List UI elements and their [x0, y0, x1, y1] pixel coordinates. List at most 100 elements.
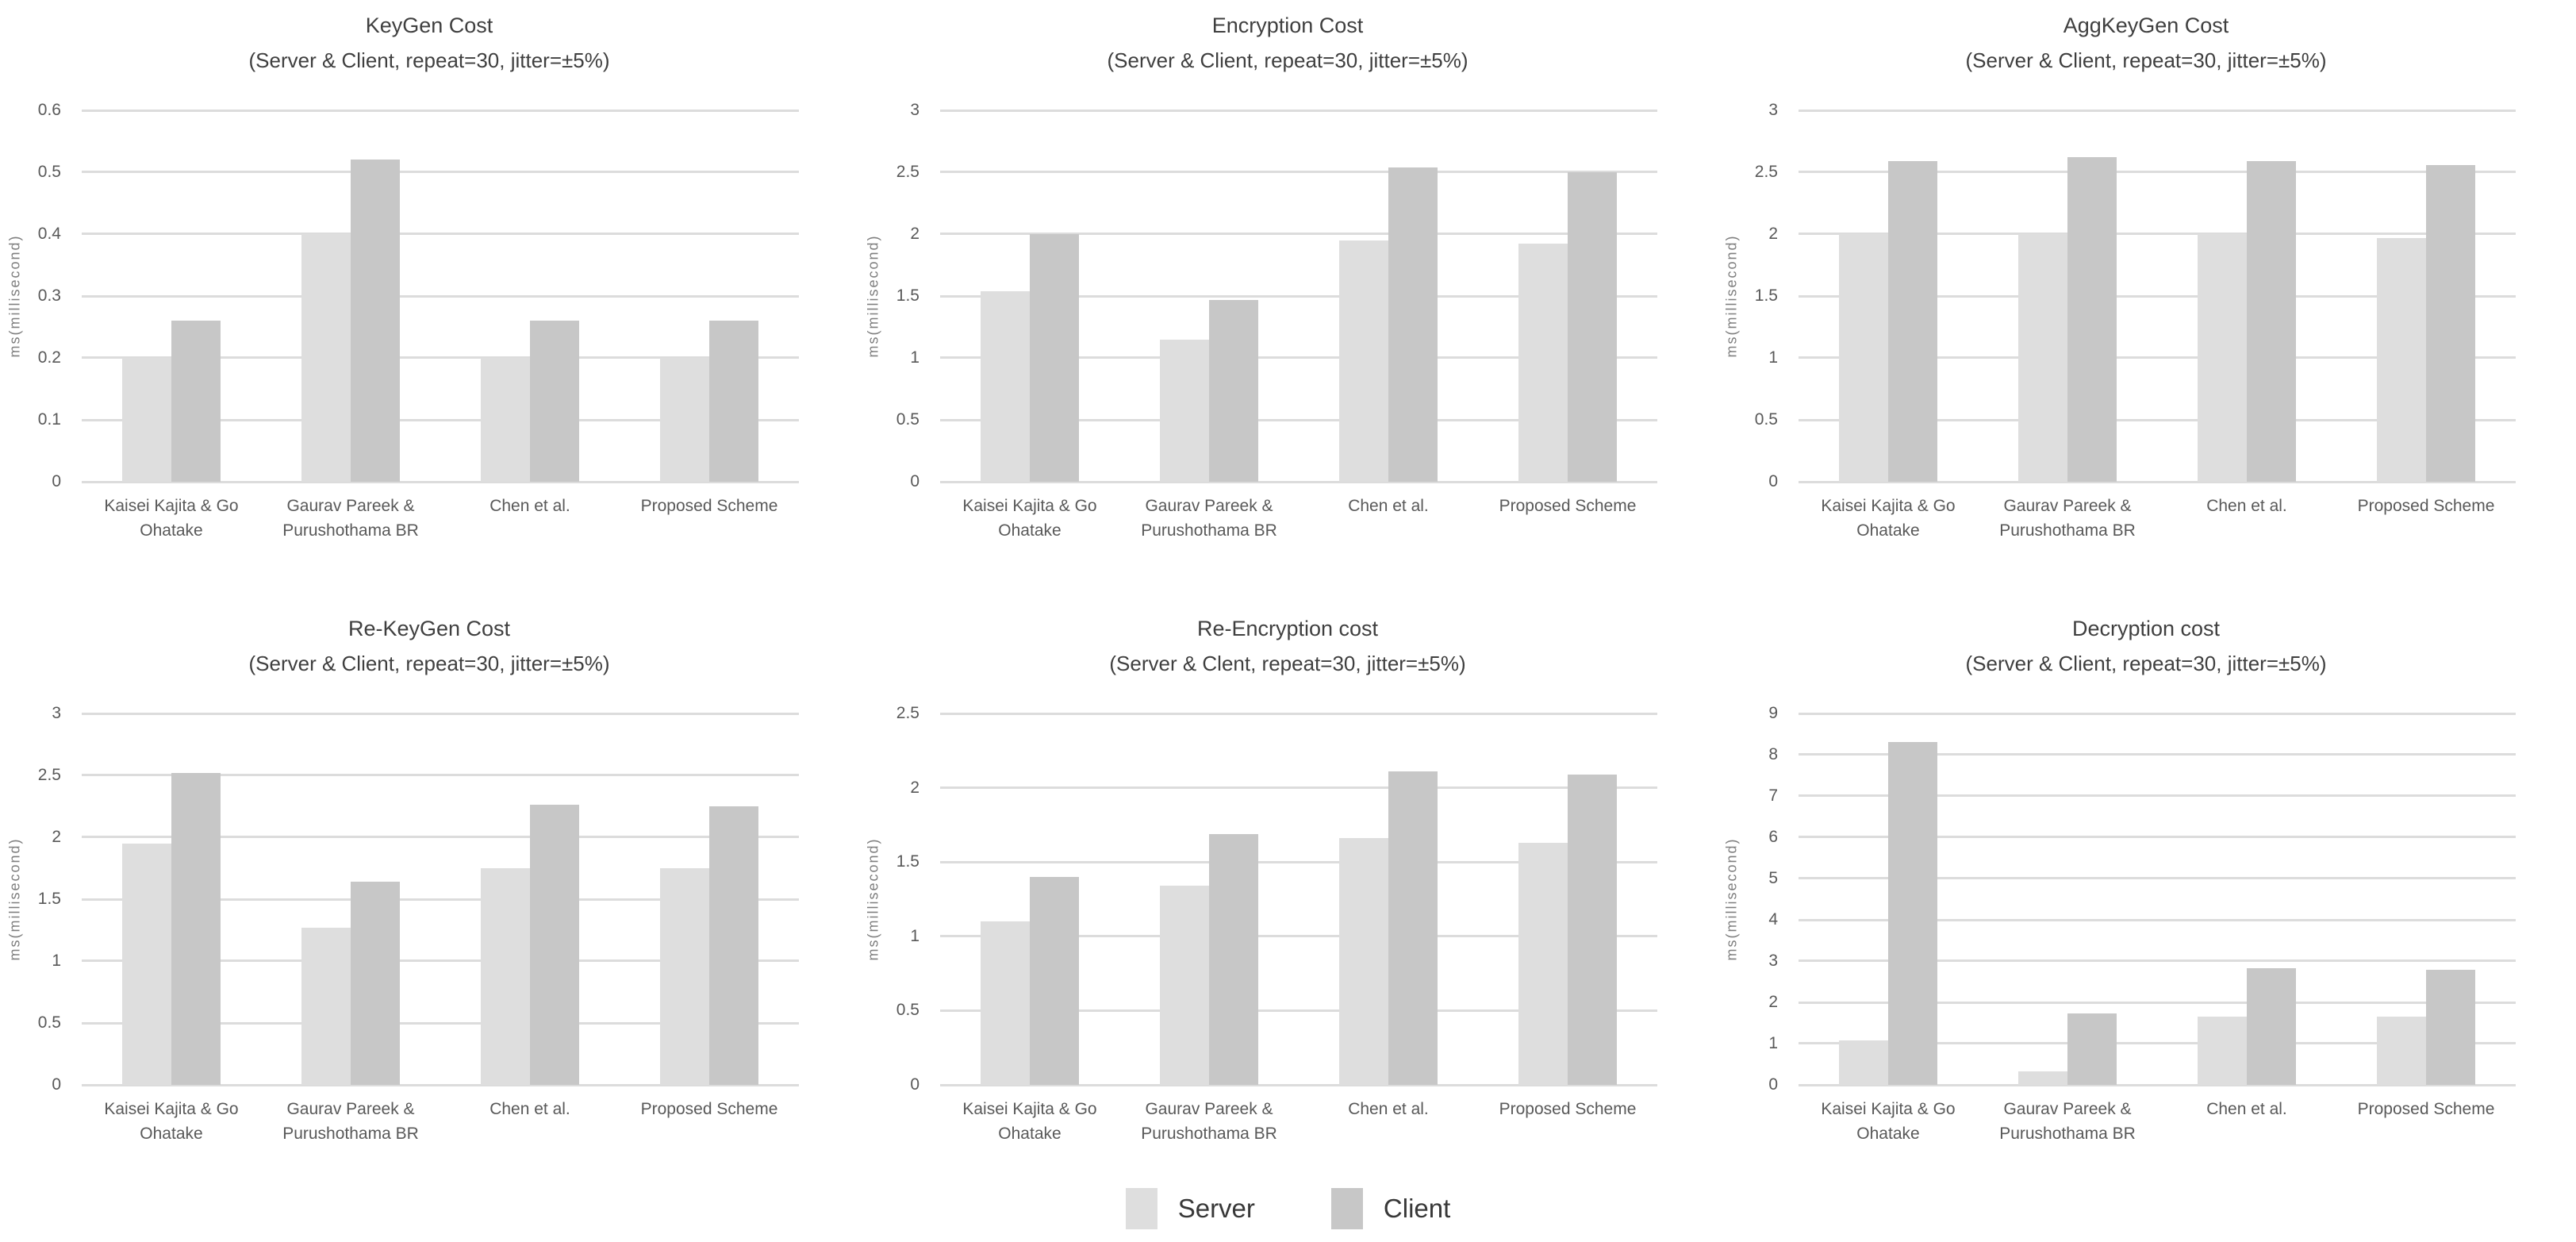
plot-area: ms(millisecond) 0.6 0.5 0.4 0.3 0.2 0.1 0 Kaisei… [7, 101, 799, 540]
legend-label-server: Server [1177, 1194, 1255, 1223]
gridline [1799, 877, 2516, 880]
bar-server [1839, 234, 1888, 482]
y-tick-label: 0.5 [1754, 410, 1778, 429]
legend-swatch-server-icon [1125, 1188, 1157, 1229]
x-category-label-text: Kaisei Kajita & Go Ohatake [1821, 1100, 1956, 1143]
bar-server [660, 358, 709, 482]
y-tick-label: 0.1 [37, 410, 61, 429]
bar-group [620, 110, 799, 482]
y-tick-label: 0.3 [37, 286, 61, 305]
x-axis-labels: Kaisei Kajita & Go Ohatake Gaurav Pareek … [82, 494, 799, 543]
gridline [1799, 794, 2516, 798]
x-category-label-text: Chen et al. [1348, 1100, 1429, 1118]
y-tick-label: 2 [1768, 224, 1778, 243]
y-tick-label: 1 [1768, 1034, 1778, 1052]
chart-title: AggKeyGen Cost [2063, 13, 2229, 37]
y-tick-label: 3 [910, 101, 919, 119]
legend-item-client: Client [1330, 1188, 1450, 1229]
chart-title: Decryption cost [2071, 617, 2221, 640]
gridline [82, 712, 799, 715]
bar-client [351, 160, 400, 482]
chart-subtitle: (Server & Client, repeat=30, jitter=±5%) [1965, 652, 2327, 675]
x-category-label-text: Gaurav Pareek & Purushothama BR [282, 1100, 419, 1143]
y-tick-label: 1 [1768, 348, 1778, 367]
bar-group [1478, 713, 1657, 1085]
bar-client [1209, 299, 1258, 482]
chart-subtitle: (Server & Client, repeat=30, jitter=±5%) [248, 652, 610, 675]
gridline [940, 233, 1657, 236]
y-tick-label: 0 [1768, 472, 1778, 490]
y-tick-label: 4 [1768, 910, 1778, 929]
bar-group [2336, 713, 2516, 1085]
bar-group [940, 110, 1119, 482]
x-category-label-text: Chen et al. [2206, 1100, 2287, 1118]
y-tick-label: 5 [1768, 869, 1778, 887]
legend: Server Client [0, 1181, 2576, 1236]
chart-aggkeygen-cost: AggKeyGen Cost (Server & Client, repeat=3… [1717, 0, 2575, 591]
bar-group [2336, 110, 2516, 482]
plot-area: ms(millisecond) 3 2.5 2 1.5 1 0.5 0 Kaisei Kajit… [7, 704, 799, 1143]
bar-server [981, 921, 1030, 1085]
bar-client [2426, 970, 2475, 1085]
gridline [82, 836, 799, 839]
bar-client [1209, 833, 1258, 1085]
gridline [82, 294, 799, 298]
y-tick-label: 3 [52, 704, 61, 722]
x-category-label-text: Proposed Scheme [2357, 1100, 2495, 1118]
bar-server [2198, 1017, 2247, 1085]
y-tick-label: 0 [52, 1075, 61, 1094]
x-category-label-text: Kaisei Kajita & Go Ohatake [104, 1100, 239, 1143]
bar-client [2067, 157, 2117, 482]
gridline [82, 418, 799, 421]
bar-client [709, 806, 758, 1085]
x-category-label-text: Proposed Scheme [1499, 497, 1637, 515]
gridline [940, 786, 1657, 790]
y-tick-label: 9 [1768, 704, 1778, 722]
bar-server [1339, 240, 1388, 482]
gridline [940, 356, 1657, 360]
x-category-label: Chen et al. [1299, 1097, 1478, 1146]
bar-client [2067, 1013, 2117, 1085]
x-category-label-text: Chen et al. [489, 1100, 570, 1118]
x-category-label: Proposed Scheme [1478, 494, 1657, 543]
gridline [82, 171, 799, 174]
y-tick-label: 0 [910, 472, 919, 490]
bar-server [1160, 886, 1209, 1085]
bar-client [2247, 160, 2296, 482]
x-category-label: Gaurav Pareek & Purushothama BR [261, 494, 440, 543]
bar-server [301, 234, 351, 482]
bar-group [1478, 110, 1657, 482]
gridline [82, 233, 799, 236]
x-category-label-text: Gaurav Pareek & Purushothama BR [282, 497, 419, 540]
bar-client [530, 321, 579, 482]
x-axis-labels: Kaisei Kajita & Go Ohatake Gaurav Pareek … [940, 1097, 1657, 1146]
y-tick-label: 0.5 [37, 162, 61, 181]
y-tick-label: 2 [910, 778, 919, 797]
bar-server [481, 868, 530, 1085]
bar-server [2018, 1071, 2067, 1085]
x-category-label: Chen et al. [440, 1097, 620, 1146]
gridline [940, 1009, 1657, 1012]
chart-subtitle: (Server & Client, repeat=30, jitter=±5%) [1965, 48, 2327, 72]
x-axis-labels: Kaisei Kajita & Go Ohatake Gaurav Pareek … [1799, 494, 2516, 543]
gridline [1799, 753, 2516, 756]
chart-subtitle: (Server & Client, repeat=30, jitter=±5%) [248, 48, 610, 72]
x-category-label: Kaisei Kajita & Go Ohatake [940, 1097, 1119, 1146]
x-category-label-text: Chen et al. [489, 497, 570, 515]
gridline [1799, 836, 2516, 839]
x-category-label: Proposed Scheme [620, 494, 799, 543]
chart-title: Re-KeyGen Cost [347, 617, 511, 640]
gridline [1799, 1083, 2516, 1086]
bar-server [2198, 234, 2247, 482]
y-tick-label: 1.5 [1754, 286, 1778, 305]
bar-client [1568, 774, 1617, 1085]
bar-server [1339, 838, 1388, 1085]
x-category-label-text: Proposed Scheme [2357, 497, 2495, 515]
gridline [82, 898, 799, 901]
x-category-label-text: Proposed Scheme [1499, 1100, 1637, 1118]
y-tick-label: 1.5 [896, 286, 919, 305]
bar-server [1518, 842, 1568, 1085]
plot-area: ms(millisecond) 2.5 2 1.5 1 0.5 0 Kaisei Kajita… [866, 704, 1657, 1143]
bars-area [1799, 713, 2516, 1085]
x-category-label: Kaisei Kajita & Go Ohatake [82, 494, 261, 543]
